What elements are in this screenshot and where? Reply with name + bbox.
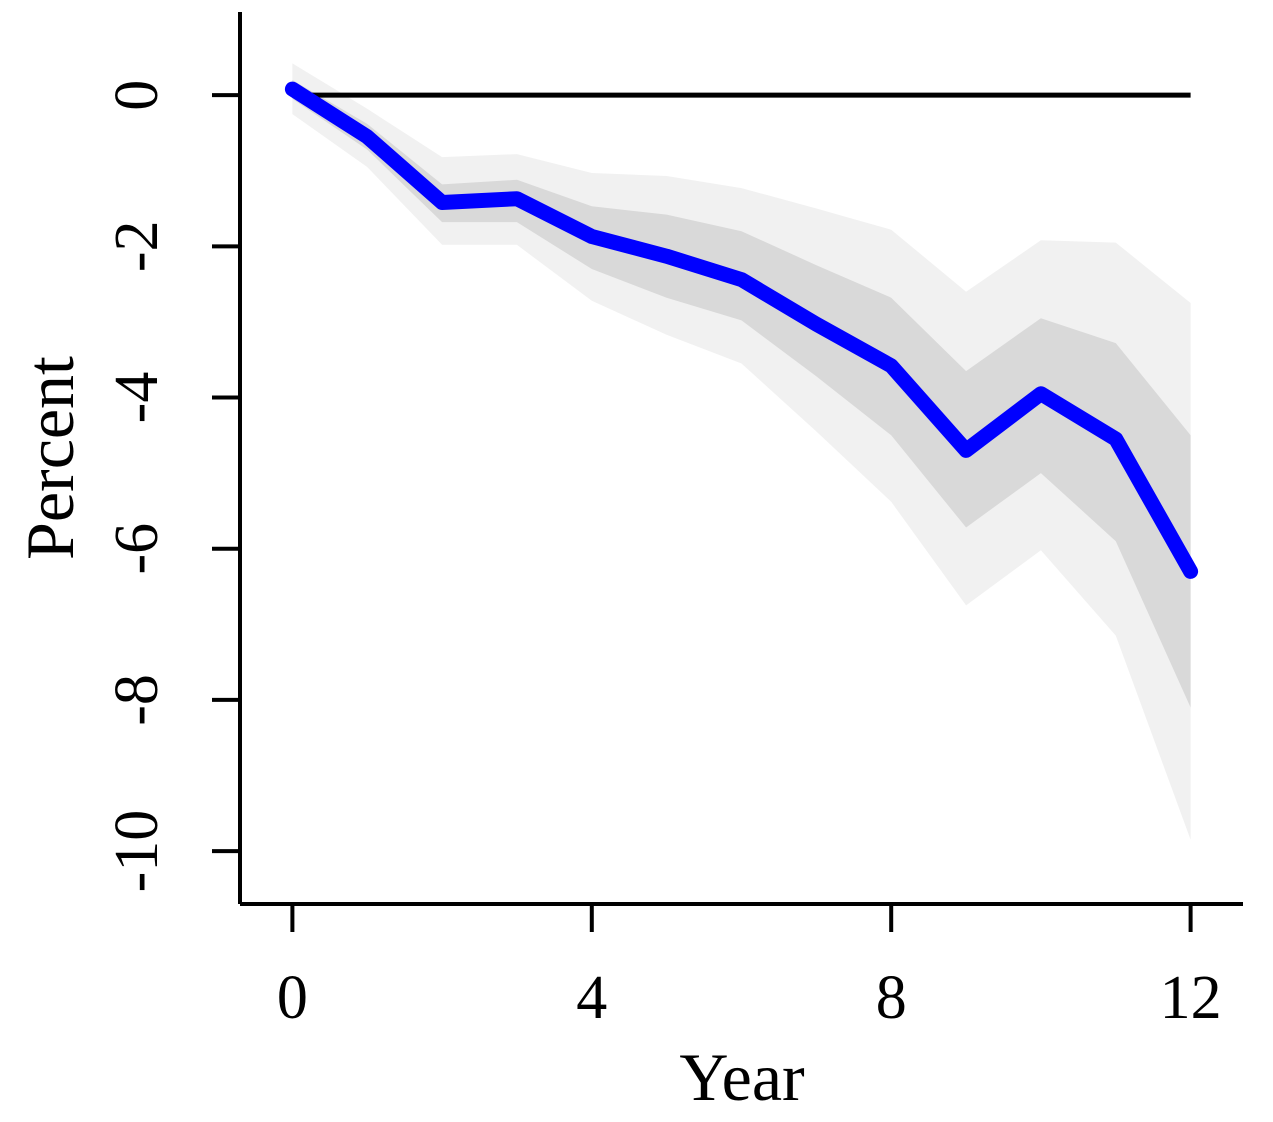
y-tick-label: -10 bbox=[103, 810, 171, 893]
series-layer bbox=[284, 81, 1199, 579]
inner-confidence-band bbox=[292, 80, 1191, 708]
y-tick-label: -2 bbox=[103, 220, 171, 272]
y-axis-title: Percent bbox=[12, 356, 88, 560]
y-tick-label: -6 bbox=[103, 523, 171, 575]
axes bbox=[238, 12, 1243, 906]
y-tick-label: 0 bbox=[103, 80, 171, 111]
y-tick-label: -8 bbox=[103, 674, 171, 726]
x-ticks: 0 4 8 12 bbox=[277, 904, 1222, 1032]
y-tick-label: -4 bbox=[103, 372, 171, 424]
x-tick-label: 8 bbox=[876, 964, 907, 1032]
y-ticks: 0 -2 -4 -6 -8 -10 bbox=[103, 80, 240, 893]
x-tick-label: 4 bbox=[576, 964, 607, 1032]
x-tick-label: 0 bbox=[277, 964, 308, 1032]
x-tick-label: 12 bbox=[1160, 964, 1222, 1032]
x-axis-title: Year bbox=[679, 1039, 805, 1115]
